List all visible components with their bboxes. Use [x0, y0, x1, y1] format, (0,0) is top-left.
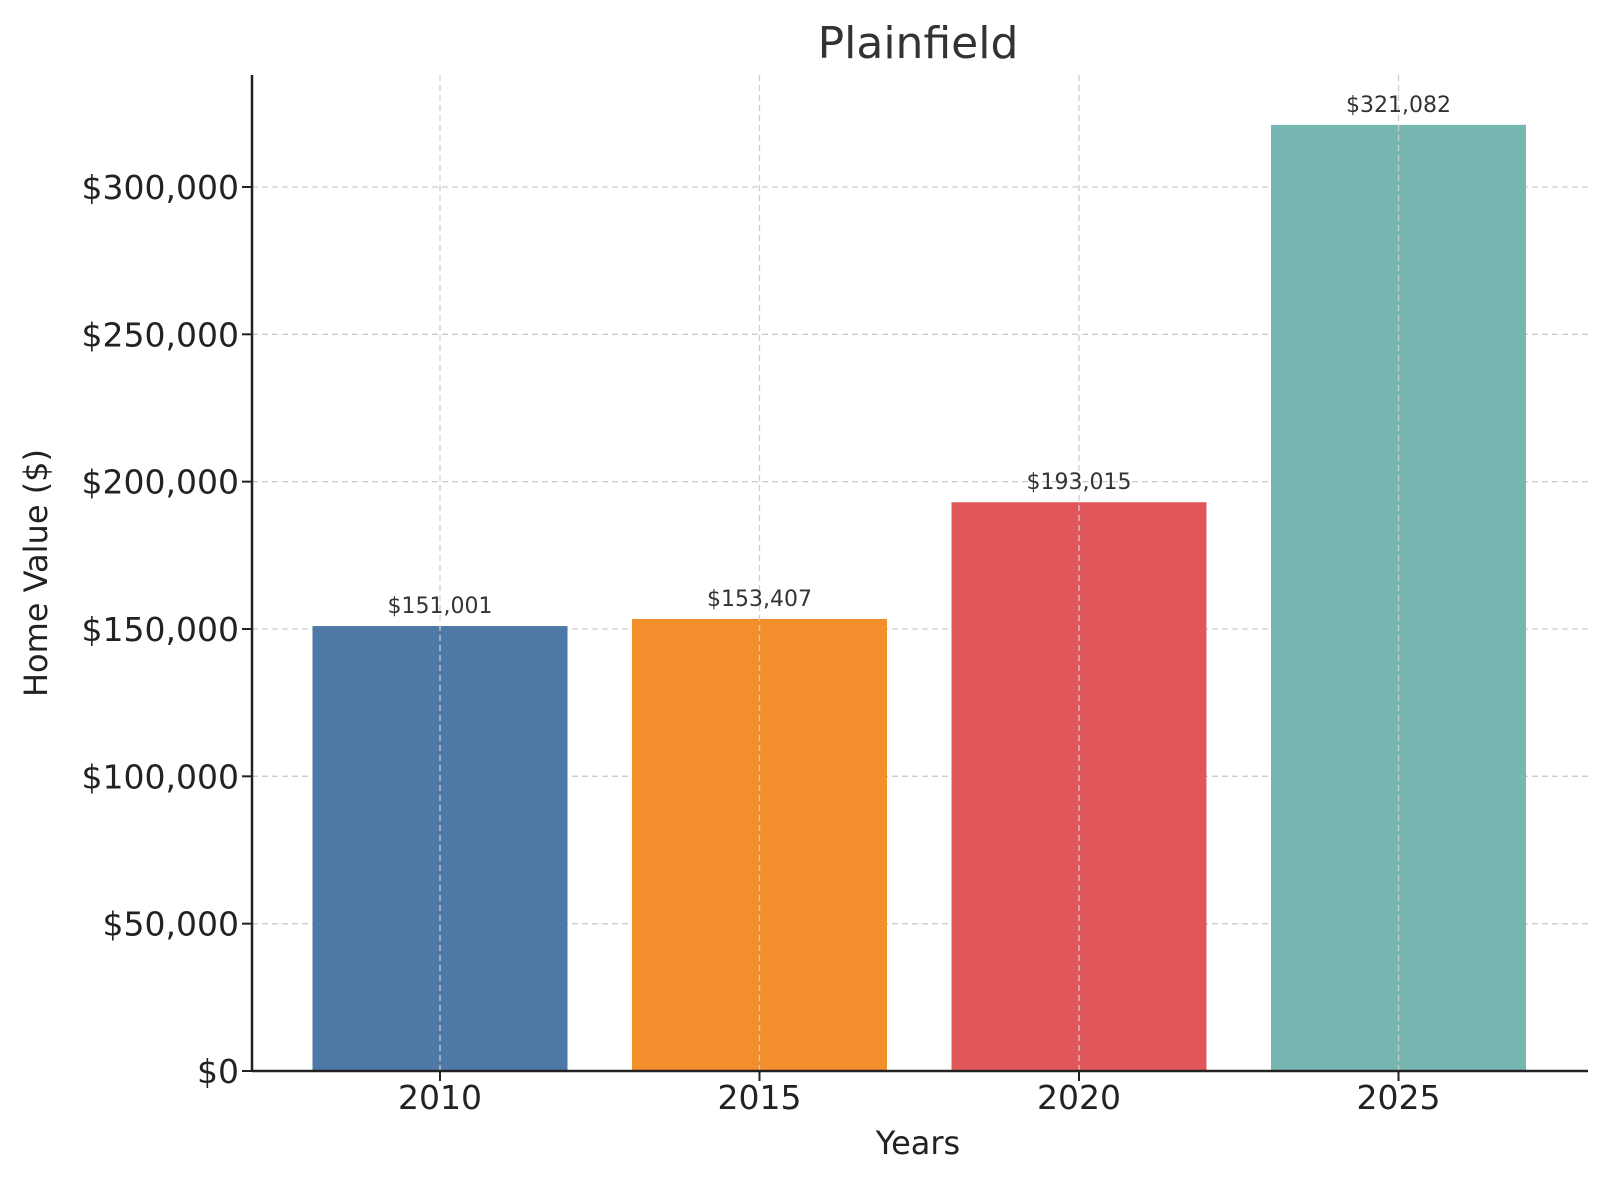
y-tick-label: $100,000: [82, 757, 239, 796]
chart-title: Plainfield: [818, 18, 1019, 69]
data-label-2015: $153,407: [707, 587, 812, 612]
y-axis-label: Home Value ($): [17, 449, 55, 697]
vertical-grid-lines: [439, 75, 1400, 1071]
y-axis-ticks: $0 $50,000 $100,000 $150,000 $200,000 $250,00…: [82, 168, 252, 1091]
data-label-2025: $321,082: [1346, 93, 1451, 118]
x-tick-label: 2015: [718, 1078, 802, 1117]
data-labels: $151,001 $153,407 $193,015 $321,082: [388, 93, 1451, 619]
x-tick-label: 2025: [1357, 1078, 1441, 1117]
y-tick-label: $150,000: [82, 610, 239, 649]
axes: [250, 75, 1588, 1073]
y-tick-label: $300,000: [82, 168, 239, 207]
data-label-2020: $193,015: [1027, 470, 1132, 495]
x-tick-label: 2020: [1037, 1078, 1121, 1117]
x-axis-label: Years: [875, 1124, 960, 1162]
y-tick-label: $0: [197, 1052, 239, 1091]
y-tick-label: $200,000: [82, 463, 239, 502]
y-tick-label: $250,000: [82, 315, 239, 354]
bars: [312, 124, 1526, 1072]
y-tick-label: $50,000: [103, 905, 239, 944]
x-tick-label: 2010: [398, 1078, 482, 1117]
x-axis-ticks: 2010 2015 2020 2025: [398, 1071, 1440, 1117]
data-label-2010: $151,001: [388, 594, 493, 619]
